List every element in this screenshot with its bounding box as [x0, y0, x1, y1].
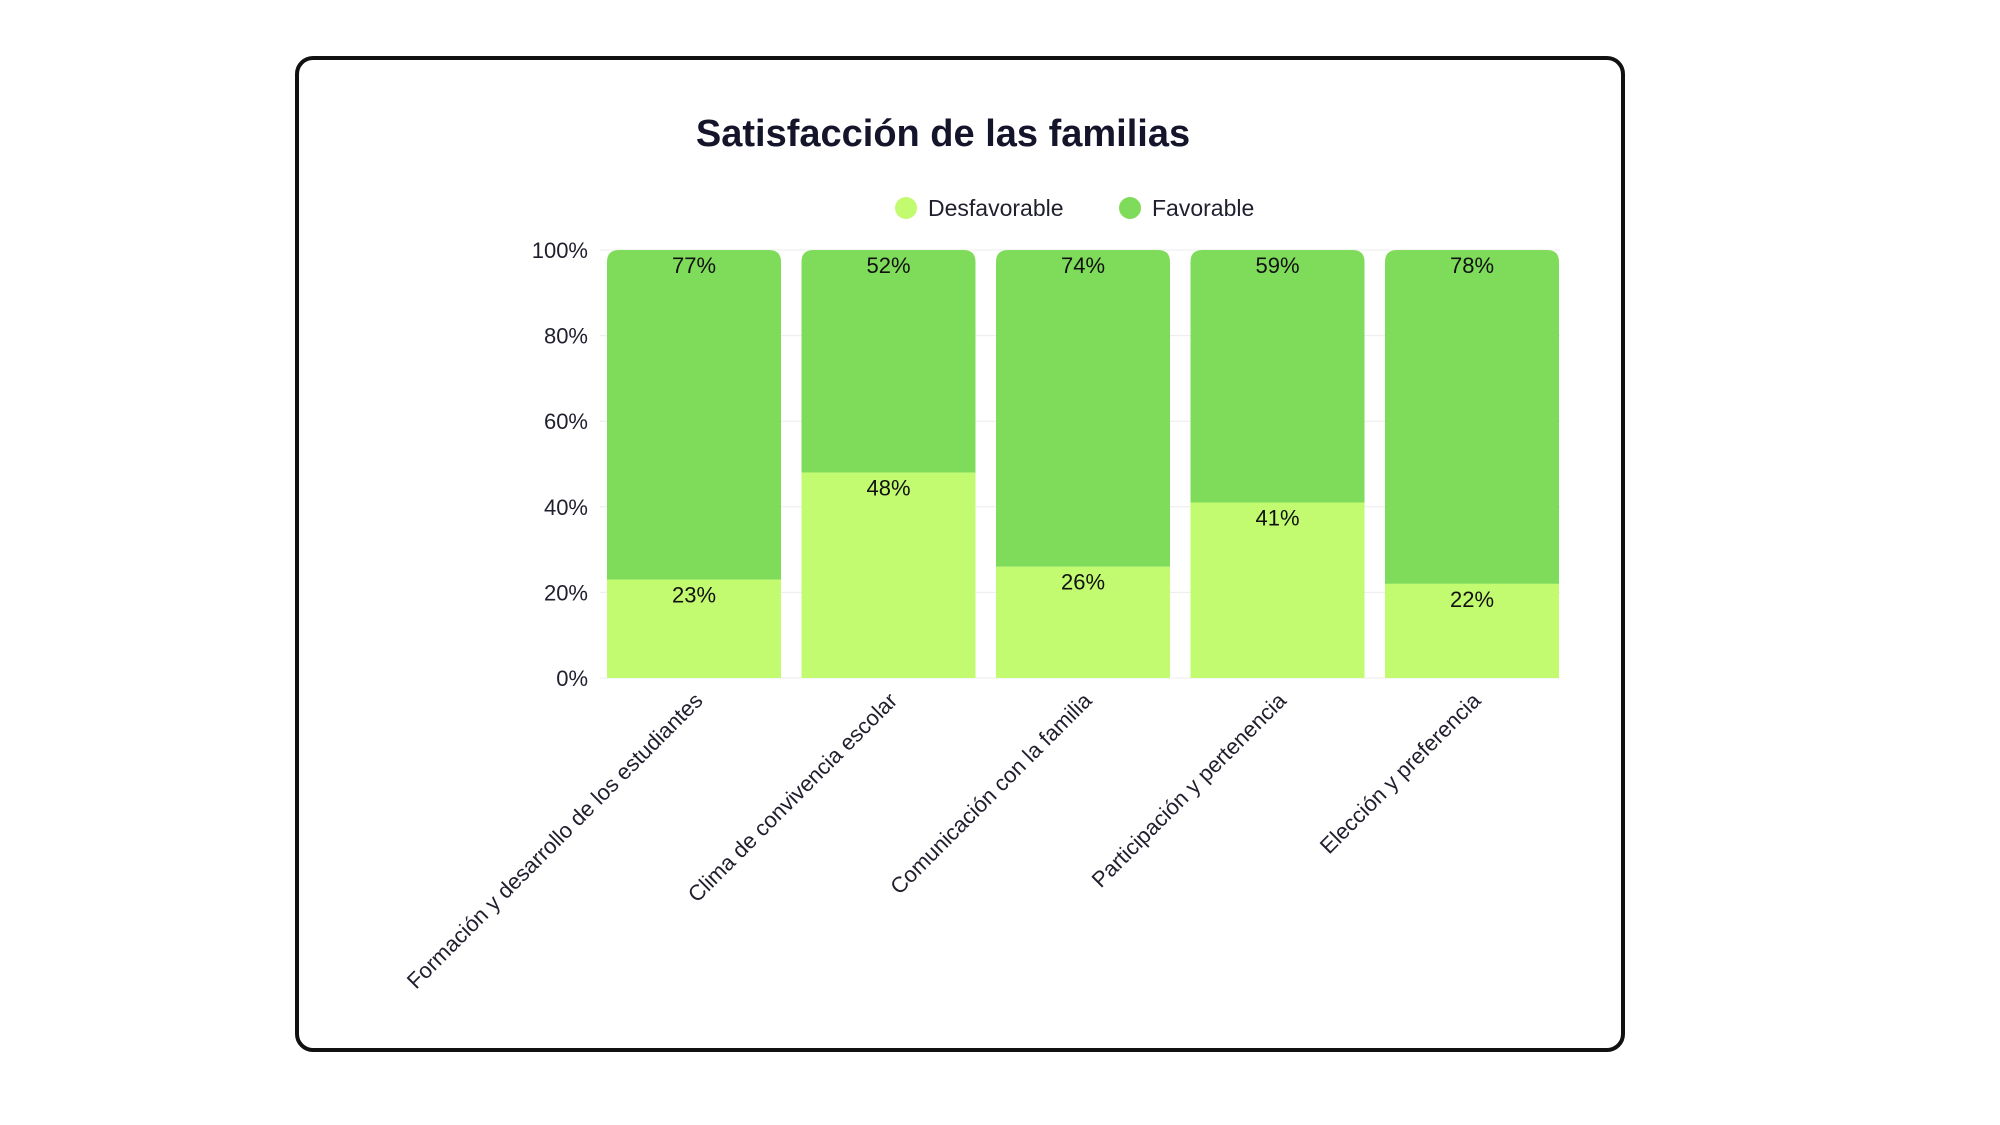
legend-label: Desfavorable — [928, 195, 1064, 221]
x-category-label: Comunicación con la familia — [885, 687, 1097, 899]
bar-favorable — [607, 250, 781, 580]
data-label-favorable: 74% — [1061, 253, 1105, 278]
data-label-desfavorable: 23% — [672, 583, 716, 608]
legend-marker — [895, 197, 917, 219]
data-label-favorable: 52% — [866, 253, 910, 278]
y-tick-label: 20% — [544, 580, 588, 605]
data-label-desfavorable: 41% — [1255, 506, 1299, 531]
bar-favorable — [1385, 250, 1559, 584]
data-label-favorable: 59% — [1255, 253, 1299, 278]
bar-desfavorable — [607, 579, 781, 678]
chart-title: Satisfacción de las familias — [696, 113, 1190, 155]
legend-marker — [1119, 197, 1141, 219]
legend-label: Favorable — [1152, 195, 1254, 221]
bar-desfavorable — [801, 472, 976, 678]
x-axis: Formación y desarrollo de los estudiante… — [402, 687, 1486, 993]
bar-favorable — [996, 250, 1170, 567]
data-label-desfavorable: 22% — [1450, 587, 1494, 612]
bar-favorable — [1190, 250, 1365, 503]
data-label-desfavorable: 26% — [1061, 570, 1105, 595]
bar-favorable — [801, 250, 976, 473]
x-category-label: Clima de convivencia escolar — [683, 688, 902, 907]
y-tick-label: 60% — [544, 409, 588, 434]
data-label-desfavorable: 48% — [866, 476, 910, 501]
data-label-favorable: 77% — [672, 253, 716, 278]
bar-desfavorable — [1190, 502, 1365, 678]
bar-desfavorable — [1385, 583, 1559, 678]
y-tick-label: 0% — [556, 666, 588, 691]
data-labels: 77% 23% 52% 48% 74% 26% 59% 41% 78% 22% — [672, 253, 1494, 612]
x-category-label: Elección y preferencia — [1315, 687, 1486, 858]
bar-desfavorable — [996, 566, 1170, 678]
legend: Desfavorable Favorable — [895, 195, 1254, 221]
x-category-label: Participación y pertenencia — [1087, 687, 1292, 892]
bars — [607, 250, 1559, 678]
y-tick-label: 80% — [544, 324, 588, 349]
y-tick-label: 40% — [544, 495, 588, 520]
y-tick-label: 100% — [532, 238, 588, 263]
data-label-favorable: 78% — [1450, 253, 1494, 278]
x-category-label: Formación y desarrollo de los estudiante… — [402, 688, 708, 994]
y-axis: 0% 20% 40% 60% 80% 100% — [532, 238, 588, 691]
